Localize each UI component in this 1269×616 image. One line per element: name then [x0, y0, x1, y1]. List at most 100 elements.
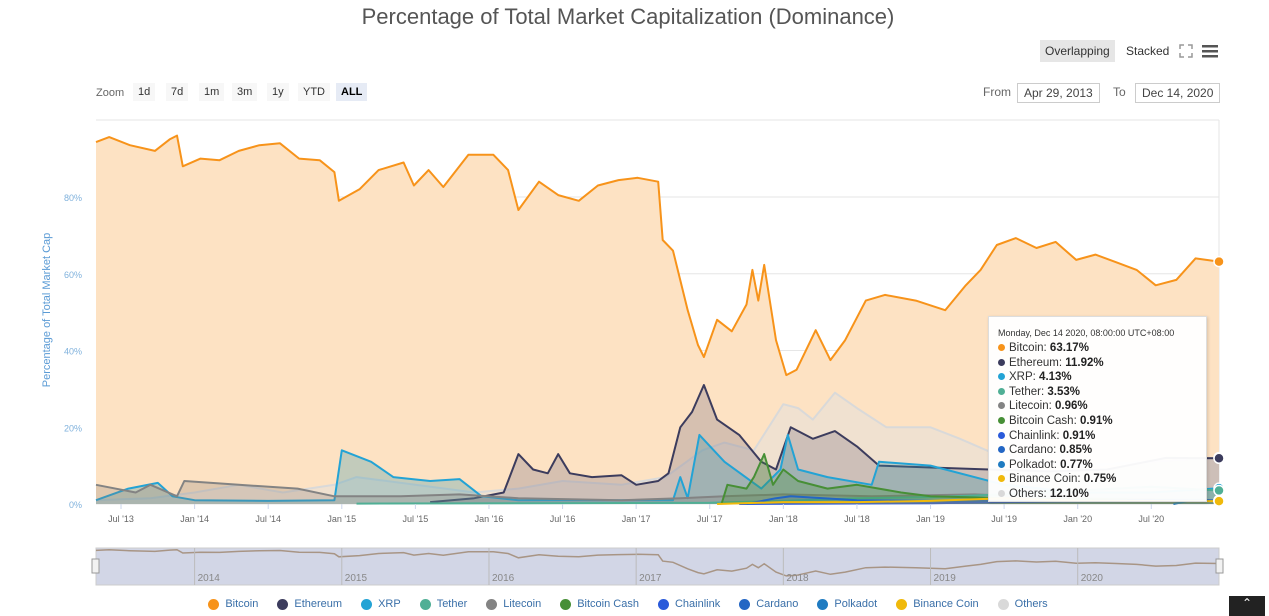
bitcoin-line[interactable] [95, 134, 1220, 377]
dominance-chart[interactable]: Percentage of Total Market Cap 0% 20% 40% 6… [0, 0, 1269, 595]
x-tick-label: Jul '18 [844, 514, 870, 524]
legend-dot-icon [486, 598, 498, 610]
legend-dot-icon [277, 598, 289, 610]
hamburger-icon[interactable] [1202, 44, 1218, 58]
from-date-input[interactable]: Apr 29, 2013 [1017, 83, 1100, 103]
legend-dot-icon [997, 598, 1009, 610]
tooltip-row: Chainlink: 0.91% [998, 429, 1206, 444]
mode-stacked-button[interactable]: Stacked [1126, 44, 1170, 58]
tooltip-series-name: Bitcoin Cash [1009, 414, 1074, 427]
legend-label: Bitcoin Cash [577, 598, 639, 610]
zoom-3m-button[interactable]: 3m [232, 83, 258, 101]
bitcoin-marker [1213, 255, 1225, 268]
navigator-series [95, 548, 1220, 577]
legend-dot-icon [817, 598, 829, 610]
to-date-input[interactable]: Dec 14, 2020 [1135, 83, 1221, 103]
x-tick-label: Jul '13 [108, 514, 134, 524]
bitcoin-cash-line[interactable] [720, 453, 1220, 505]
tooltip-series-value: 0.85% [1059, 444, 1093, 457]
legend-item-bitcoin[interactable]: Bitcoin [208, 598, 258, 610]
tooltip-series-name: Chainlink [1009, 429, 1057, 442]
expand-icon[interactable] [1179, 44, 1193, 58]
legend-dot-icon [896, 598, 908, 610]
legend-item-litecoin[interactable]: Litecoin [486, 598, 541, 610]
legend-label: Others [1014, 598, 1048, 610]
tooltip-series-name: Tether [1009, 385, 1041, 398]
legend-item-chainlink[interactable]: Chainlink [657, 598, 721, 610]
tooltip-row: Tether: 3.53% [998, 385, 1206, 400]
series-dot-icon [998, 387, 1005, 395]
navigator-year-label: 2017 [639, 573, 662, 584]
x-tick-label: Jan '17 [622, 514, 651, 524]
tooltip-row: XRP: 4.13% [998, 370, 1206, 385]
tooltip-series-value: 0.96% [1055, 400, 1088, 413]
tooltip-series-value: 0.77% [1060, 458, 1093, 471]
zoom-1m-button[interactable]: 1m [199, 83, 225, 101]
tooltip: Monday, Dec 14 2020, 08:00:00 UTC+08:00 … [988, 316, 1207, 502]
zoom-1d-button[interactable]: 1d [133, 83, 156, 101]
legend: Bitcoin Ethereum XRP Tether Litecoin Bitcoin … [0, 598, 1256, 610]
legend-dot-icon [208, 598, 220, 610]
tooltip-row: Polkadot: 0.77% [998, 458, 1206, 473]
series-dot-icon [998, 489, 1005, 497]
tooltip-row: Ethereum: 11.92% [998, 356, 1206, 371]
ethereum-marker [1213, 452, 1225, 465]
xrp-area [96, 434, 1219, 504]
binance-coin-marker [1213, 495, 1225, 507]
tooltip-series-name: XRP [1009, 371, 1033, 384]
y-tick-label: 40% [64, 347, 82, 357]
tooltip-series-value: 0.91% [1079, 414, 1113, 427]
others-line[interactable] [95, 391, 1220, 502]
navigator-year-label: 2019 [934, 573, 957, 584]
tooltip-series-name: Ethereum [1009, 356, 1059, 369]
series-dot-icon [998, 402, 1005, 410]
legend-label: XRP [378, 598, 401, 610]
x-tick-label: Jul '14 [255, 514, 281, 524]
scroll-to-top-button[interactable]: ⌃ [1229, 596, 1265, 616]
xrp-line[interactable] [95, 433, 1220, 502]
zoom-ytd-button[interactable]: YTD [298, 83, 330, 101]
tooltip-series-name: Bitcoin [1009, 342, 1044, 354]
x-tick-label: Jan '18 [769, 514, 798, 524]
tooltip-series-value: 12.10% [1049, 487, 1089, 500]
navigator-right-handle[interactable] [1215, 558, 1224, 574]
navigator-left-handle[interactable] [91, 558, 100, 574]
litecoin-line[interactable] [95, 480, 1220, 502]
tether-marker [1213, 484, 1225, 497]
x-tick-label: Jul '17 [697, 514, 723, 524]
legend-item-others[interactable]: Others [997, 598, 1048, 610]
tooltip-series-value: 4.13% [1039, 371, 1072, 384]
x-tick-label: Jul '15 [403, 514, 429, 524]
tooltip-series-name: Others [1009, 487, 1044, 500]
legend-label: Litecoin [503, 598, 542, 610]
bitcoin-cash-area [721, 454, 1219, 504]
tooltip-series-name: Cardano [1009, 444, 1054, 457]
legend-label: Binance Coin [913, 598, 979, 610]
zoom-all-button[interactable]: ALL [336, 83, 368, 101]
from-label: From [983, 85, 1011, 99]
legend-item-xrp[interactable]: XRP [361, 598, 401, 610]
zoom-7d-button[interactable]: 7d [166, 83, 189, 101]
legend-item-binance-coin[interactable]: Binance Coin [896, 598, 979, 610]
legend-label: Chainlink [674, 598, 721, 610]
navigator-year-label: 2016 [492, 573, 515, 584]
series-dot-icon [998, 475, 1005, 483]
legend-label: Bitcoin [225, 598, 259, 610]
ethereum-line[interactable] [430, 384, 1220, 504]
tooltip-row: Binance Coin: 0.75% [998, 472, 1206, 487]
legend-item-bitcoin-cash[interactable]: Bitcoin Cash [560, 598, 639, 610]
legend-item-tether[interactable]: Tether [419, 598, 467, 610]
zoom-1y-button[interactable]: 1y [267, 83, 289, 101]
navigator-year-label: 2020 [1081, 573, 1104, 584]
tooltip-row: Others: 12.10% [998, 487, 1206, 502]
tooltip-row: Litecoin: 0.96% [998, 399, 1206, 414]
legend-item-polkadot[interactable]: Polkadot [817, 598, 877, 610]
legend-item-ethereum[interactable]: Ethereum [277, 598, 342, 610]
legend-item-cardano[interactable]: Cardano [739, 598, 798, 610]
series-dot-icon [998, 373, 1005, 381]
litecoin-area [96, 481, 1219, 504]
navigator-year-label: 2018 [786, 573, 809, 584]
x-tick-label: Jul '19 [991, 514, 1017, 524]
series-dot-icon [998, 416, 1005, 424]
mode-overlapping-button[interactable]: Overlapping [1040, 40, 1115, 62]
